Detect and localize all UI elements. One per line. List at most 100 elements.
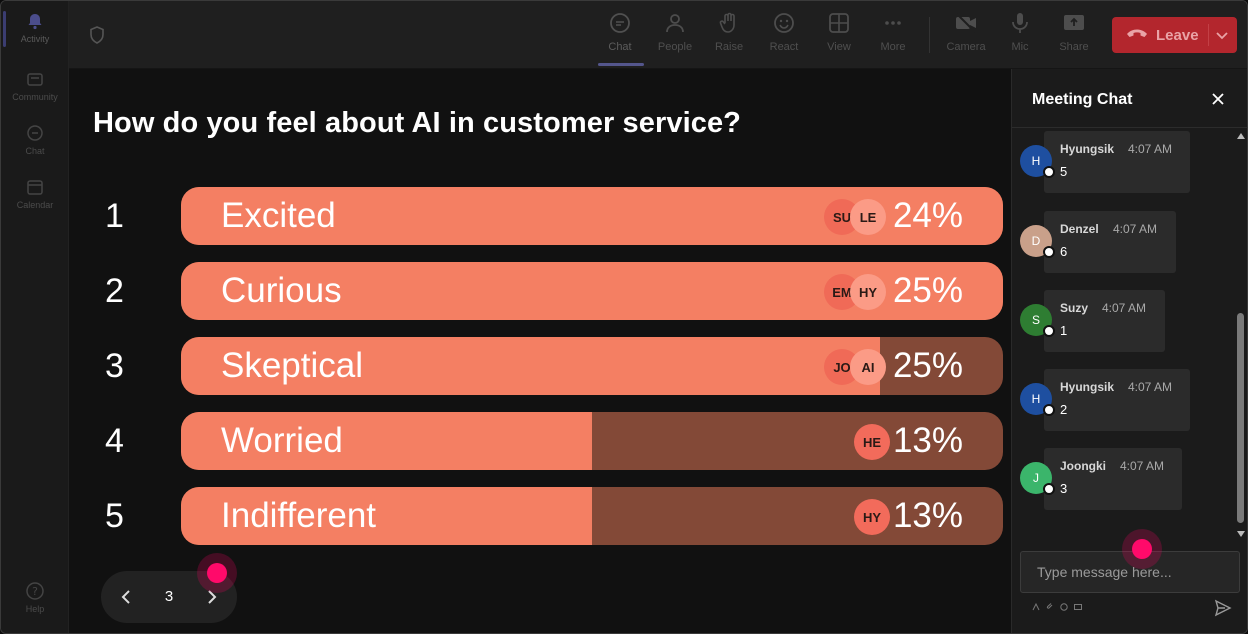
more-button-label: More (880, 41, 906, 53)
message-timestamp: 4:07 AM (1113, 222, 1158, 236)
chat-bubble-icon (608, 11, 632, 35)
close-icon[interactable] (1208, 89, 1228, 109)
poll-option-fill (181, 412, 592, 470)
svg-text:?: ? (32, 585, 38, 598)
poll-option-bar[interactable]: Worried 13% HE (181, 412, 1003, 470)
message-input[interactable] (1021, 552, 1239, 592)
chat-input-box[interactable] (1020, 551, 1240, 593)
chat-scrollbar[interactable] (1234, 129, 1247, 543)
chat-message: Denzel 4:07 AM 6 D (1020, 211, 1200, 273)
presence-status-icon (1043, 246, 1055, 258)
message-bubble[interactable]: Joongki 4:07 AM 3 (1044, 448, 1182, 510)
message-bubble[interactable]: Denzel 4:07 AM 6 (1044, 211, 1176, 273)
option-percentage: 13% (892, 421, 963, 460)
camera-button[interactable]: Camera (942, 11, 990, 63)
message-text: 1 (1060, 323, 1068, 338)
option-number: 3 (105, 347, 124, 385)
poll-option-row: 1 Excited 24% SU LE (69, 187, 1011, 245)
chat-message: Hyungsik 4:07 AM 5 H (1020, 131, 1200, 193)
people-button-label: People (657, 41, 693, 53)
chat-button-label: Chat (608, 41, 632, 53)
message-timestamp: 4:07 AM (1102, 301, 1147, 315)
formatting-toolbar (1032, 602, 1083, 612)
option-label: Worried (221, 421, 343, 460)
calendar-icon (25, 177, 45, 197)
rail-item-help[interactable]: ? Help (1, 571, 69, 623)
message-text: 3 (1060, 481, 1068, 496)
poll-option-row: 3 Skeptical 25% JO AI (69, 337, 1011, 395)
mic-button[interactable]: Mic (996, 11, 1044, 63)
format-icon[interactable] (1032, 602, 1041, 612)
rail-item-calendar[interactable]: Calendar (1, 167, 69, 219)
option-percentage: 24% (892, 196, 963, 235)
send-icon[interactable] (1214, 599, 1232, 617)
poll-option-bar[interactable]: Indifferent 13% HY (181, 487, 1003, 545)
message-sender: Hyungsik (1060, 142, 1115, 156)
option-label: Excited (221, 196, 336, 235)
left-rail: Activity Community Chat Calendar ? Help (1, 1, 69, 633)
poll-option-row: 5 Indifferent 13% HY (69, 487, 1011, 545)
rail-item-community[interactable]: Community (1, 59, 69, 111)
chevron-down-icon[interactable] (1214, 27, 1230, 43)
react-button[interactable]: React (760, 11, 808, 63)
presence-status-icon (1043, 404, 1055, 416)
people-button[interactable]: People (651, 11, 699, 63)
poll-option-fill (181, 337, 880, 395)
meeting-chat-panel: Meeting Chat Hyungsik 4:07 AM 5 H Denzel 4:07… (1011, 69, 1247, 633)
message-timestamp: 4:07 AM (1120, 459, 1165, 473)
message-bubble[interactable]: Suzy 4:07 AM 1 (1044, 290, 1165, 352)
poll-option-bar[interactable]: Curious 25% EM HY (181, 262, 1003, 320)
message-bubble[interactable]: Hyungsik 4:07 AM 5 (1044, 131, 1190, 193)
chat-message: Suzy 4:07 AM 1 S (1020, 290, 1200, 352)
share-screen-icon (1062, 11, 1086, 35)
grid-icon (827, 11, 851, 35)
camera-off-icon (954, 11, 978, 35)
more-button[interactable]: More (869, 11, 917, 63)
presence-status-icon (1043, 166, 1055, 178)
react-button-label: React (769, 41, 799, 53)
share-button-label: Share (1059, 41, 1089, 53)
emoji-icon[interactable] (1060, 603, 1069, 612)
option-number: 2 (105, 272, 124, 310)
view-button[interactable]: View (815, 11, 863, 63)
scrollbar-thumb[interactable] (1237, 313, 1244, 523)
pointer-indicator (1122, 529, 1162, 569)
rail-item-label: Help (25, 604, 45, 614)
rail-item-activity[interactable]: Activity (1, 1, 69, 53)
message-bubble[interactable]: Hyungsik 4:07 AM 2 (1044, 369, 1190, 431)
gif-icon[interactable] (1074, 603, 1083, 612)
chat-button[interactable]: Chat (596, 11, 644, 63)
shield-icon[interactable] (87, 25, 107, 45)
poll-option-bar[interactable]: Excited 24% SU LE (181, 187, 1003, 245)
message-sender: Suzy (1060, 301, 1089, 315)
pointer-indicator (197, 553, 237, 593)
leave-button[interactable]: Leave (1112, 17, 1237, 53)
message-sender: Hyungsik (1060, 380, 1115, 394)
chat-title: Meeting Chat (1032, 91, 1133, 108)
message-sender: Denzel (1060, 222, 1099, 236)
voter-avatar: HE (854, 424, 890, 460)
option-label: Curious (221, 271, 342, 310)
poll-panel: How do you feel about AI in customer ser… (69, 69, 1011, 633)
help-icon: ? (25, 581, 45, 601)
message-text: 6 (1060, 244, 1068, 259)
community-icon (25, 69, 45, 89)
people-icon (663, 11, 687, 35)
previous-icon[interactable] (115, 585, 139, 609)
scroll-up-arrow-icon[interactable] (1237, 133, 1245, 139)
option-percentage: 25% (892, 346, 963, 385)
poll-option-row: 4 Worried 13% HE (69, 412, 1011, 470)
next-icon[interactable] (199, 585, 223, 609)
share-button[interactable]: Share (1050, 11, 1098, 63)
raise-hand-button[interactable]: Raise (705, 11, 753, 63)
chat-icon (25, 123, 45, 143)
rail-item-chat[interactable]: Chat (1, 113, 69, 165)
message-sender: Joongki (1060, 459, 1107, 473)
attach-icon[interactable] (1046, 603, 1055, 612)
poll-option-bar[interactable]: Skeptical 25% JO AI (181, 337, 1003, 395)
rail-item-label: Community (12, 92, 58, 102)
presence-status-icon (1043, 325, 1055, 337)
scroll-down-arrow-icon[interactable] (1237, 531, 1245, 537)
hand-icon (717, 11, 741, 35)
